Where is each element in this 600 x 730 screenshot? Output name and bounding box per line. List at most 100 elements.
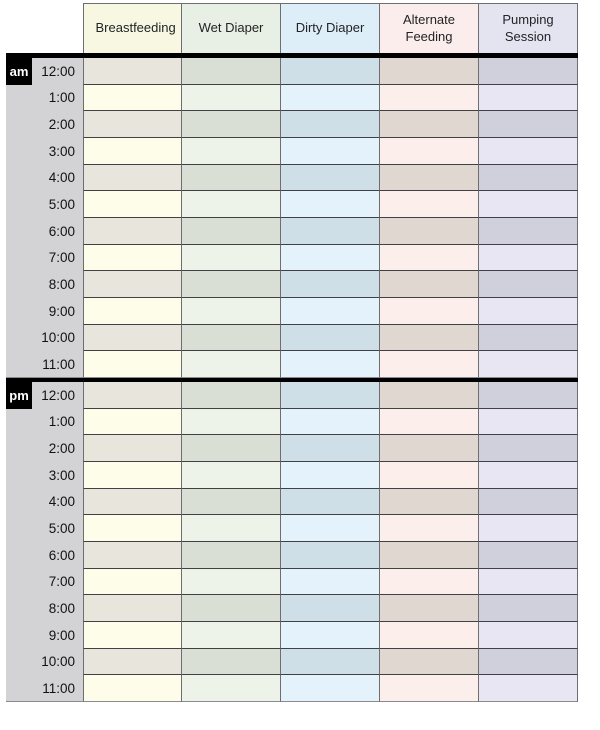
time-text: 5:00 [48,521,75,537]
time-text: 11:00 [42,680,75,696]
column-header-label: Pumping Session [502,11,554,44]
log-cell-alternate-feeding-4-00-am [380,164,479,192]
column-header-label: Dirty Diaper [295,20,365,36]
column-header-pumping-session: Pumping Session [479,3,578,53]
log-cell-breastfeeding-12-00-pm [83,382,182,409]
time-row-label-12-00-am: am 12:00 [6,58,83,85]
column-header-wet-diaper: Wet Diaper [182,3,281,53]
log-cell-alternate-feeding-9-00-am [380,297,479,325]
log-cell-pumping-session-4-00-am [479,164,578,192]
log-cell-wet-diaper-6-00-pm [182,541,281,569]
time-row-label-1-00-pm: 1:00 [6,408,83,436]
log-cell-pumping-session-8-00-pm [479,595,578,622]
log-cell-alternate-feeding-11-00-pm [380,675,479,702]
column-header-breastfeeding: Breastfeeding [83,3,182,53]
log-cell-dirty-diaper-2-00-pm [281,435,380,462]
log-cell-dirty-diaper-7-00-am [281,244,380,272]
column-header-label: Wet Diaper [198,20,264,36]
time-row-label-7-00-pm: 7:00 [6,568,83,596]
time-text: 7:00 [48,574,75,590]
time-row-label-5-00-am: 5:00 [6,191,83,218]
time-text: 7:00 [48,250,75,266]
log-cell-alternate-feeding-10-00-pm [380,648,479,676]
log-cell-pumping-session-8-00-am [479,271,578,298]
log-cell-wet-diaper-1-00-pm [182,408,281,436]
log-cell-alternate-feeding-4-00-pm [380,488,479,516]
log-cell-breastfeeding-8-00-pm [83,595,182,622]
time-row-label-12-00-pm: pm 12:00 [6,382,83,409]
log-cell-alternate-feeding-2-00-pm [380,435,479,462]
log-cell-alternate-feeding-10-00-am [380,324,479,352]
log-cell-pumping-session-1-00-pm [479,408,578,436]
log-cell-pumping-session-5-00-am [479,191,578,218]
log-cell-wet-diaper-10-00-am [182,324,281,352]
time-row-label-7-00-am: 7:00 [6,244,83,272]
log-cell-breastfeeding-4-00-am [83,164,182,192]
log-cell-alternate-feeding-11-00-am [380,351,479,378]
log-cell-pumping-session-12-00-pm [479,382,578,409]
log-cell-dirty-diaper-10-00-pm [281,648,380,676]
log-cell-wet-diaper-8-00-am [182,271,281,298]
log-cell-breastfeeding-6-00-pm [83,541,182,569]
log-cell-breastfeeding-12-00-am [83,58,182,85]
log-cell-pumping-session-5-00-pm [479,515,578,542]
time-text: 4:00 [48,170,75,186]
log-cell-alternate-feeding-5-00-am [380,191,479,218]
time-row-label-2-00-pm: 2:00 [6,435,83,462]
log-cell-wet-diaper-11-00-pm [182,675,281,702]
log-cell-wet-diaper-7-00-pm [182,568,281,596]
time-row-label-4-00-am: 4:00 [6,164,83,192]
time-row-label-9-00-pm: 9:00 [6,621,83,649]
log-cell-wet-diaper-9-00-am [182,297,281,325]
time-text: 6:00 [48,223,75,239]
log-cell-breastfeeding-6-00-am [83,217,182,245]
log-cell-dirty-diaper-6-00-am [281,217,380,245]
section-am: am 12:00 1:00 2:00 3:00 4:00 5:00 6:00 7:00 8:00 9… [6,58,578,378]
time-row-label-3-00-am: 3:00 [6,137,83,165]
time-text: 9:00 [48,303,75,319]
time-gutter-spacer [6,3,83,53]
log-cell-pumping-session-3-00-am [479,137,578,165]
log-cell-breastfeeding-5-00-am [83,191,182,218]
time-text: 9:00 [48,627,75,643]
log-cell-alternate-feeding-6-00-am [380,217,479,245]
log-cell-wet-diaper-10-00-pm [182,648,281,676]
log-cell-alternate-feeding-1-00-pm [380,408,479,436]
log-cell-alternate-feeding-7-00-am [380,244,479,272]
log-cell-dirty-diaper-4-00-pm [281,488,380,516]
log-cell-pumping-session-6-00-am [479,217,578,245]
log-cell-pumping-session-4-00-pm [479,488,578,516]
log-cell-dirty-diaper-9-00-pm [281,621,380,649]
log-cell-alternate-feeding-8-00-pm [380,595,479,622]
log-cell-wet-diaper-4-00-am [182,164,281,192]
log-cell-dirty-diaper-2-00-am [281,111,380,138]
time-row-label-4-00-pm: 4:00 [6,488,83,516]
log-cell-breastfeeding-2-00-pm [83,435,182,462]
log-cell-alternate-feeding-2-00-am [380,111,479,138]
log-cell-wet-diaper-2-00-pm [182,435,281,462]
log-cell-wet-diaper-4-00-pm [182,488,281,516]
tracking-chart: Breastfeeding Wet Diaper Dirty Diaper Al… [6,3,578,702]
time-row-label-5-00-pm: 5:00 [6,515,83,542]
time-text: 10:00 [41,654,75,670]
log-cell-alternate-feeding-12-00-am [380,58,479,85]
log-cell-dirty-diaper-7-00-pm [281,568,380,596]
log-cell-wet-diaper-3-00-pm [182,461,281,489]
log-cell-pumping-session-10-00-pm [479,648,578,676]
time-text: 3:00 [48,143,75,159]
time-text: 12:00 [41,63,75,79]
log-cell-dirty-diaper-6-00-pm [281,541,380,569]
log-cell-dirty-diaper-8-00-pm [281,595,380,622]
header-separator-bar [6,53,578,58]
time-text: 2:00 [48,441,75,457]
log-cell-breastfeeding-11-00-am [83,351,182,378]
time-text: 8:00 [48,277,75,293]
log-cell-pumping-session-6-00-pm [479,541,578,569]
log-cell-dirty-diaper-5-00-pm [281,515,380,542]
log-cell-alternate-feeding-1-00-am [380,84,479,112]
log-cell-dirty-diaper-3-00-am [281,137,380,165]
log-cell-pumping-session-9-00-am [479,297,578,325]
log-cell-breastfeeding-9-00-am [83,297,182,325]
time-text: 3:00 [48,467,75,483]
